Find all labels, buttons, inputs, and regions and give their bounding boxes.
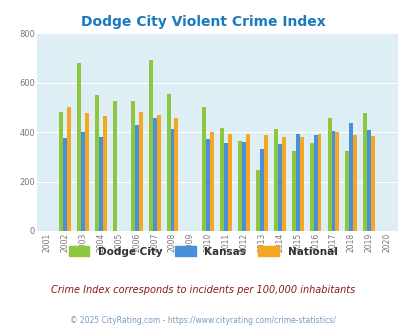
- Bar: [263, 135, 267, 231]
- Bar: [362, 114, 367, 231]
- Bar: [259, 149, 263, 231]
- Bar: [102, 116, 107, 231]
- Bar: [335, 132, 339, 231]
- Bar: [210, 132, 214, 231]
- Bar: [309, 143, 313, 231]
- Bar: [277, 145, 281, 231]
- Bar: [206, 139, 210, 231]
- Bar: [313, 135, 317, 231]
- Bar: [295, 134, 299, 231]
- Bar: [370, 136, 374, 231]
- Bar: [134, 125, 139, 231]
- Bar: [256, 170, 259, 231]
- Bar: [327, 118, 331, 231]
- Text: Crime Index corresponds to incidents per 100,000 inhabitants: Crime Index corresponds to incidents per…: [51, 285, 354, 295]
- Bar: [67, 107, 71, 231]
- Bar: [95, 95, 99, 231]
- Bar: [59, 112, 63, 231]
- Bar: [148, 60, 152, 231]
- Bar: [130, 101, 134, 231]
- Bar: [345, 150, 349, 231]
- Bar: [245, 135, 249, 231]
- Bar: [139, 112, 142, 231]
- Bar: [241, 143, 245, 231]
- Bar: [77, 63, 81, 231]
- Bar: [238, 141, 241, 231]
- Bar: [99, 138, 102, 231]
- Bar: [85, 114, 89, 231]
- Bar: [166, 94, 170, 231]
- Bar: [63, 138, 67, 231]
- Bar: [299, 137, 303, 231]
- Bar: [220, 128, 224, 231]
- Bar: [224, 144, 228, 231]
- Bar: [202, 107, 206, 231]
- Text: © 2025 CityRating.com - https://www.cityrating.com/crime-statistics/: © 2025 CityRating.com - https://www.city…: [70, 315, 335, 325]
- Bar: [291, 150, 295, 231]
- Bar: [273, 129, 277, 231]
- Bar: [367, 130, 370, 231]
- Bar: [170, 129, 174, 231]
- Bar: [174, 118, 178, 231]
- Bar: [81, 132, 85, 231]
- Bar: [152, 118, 156, 231]
- Legend: Dodge City, Kansas, National: Dodge City, Kansas, National: [68, 246, 337, 257]
- Bar: [156, 115, 160, 231]
- Bar: [228, 135, 232, 231]
- Bar: [281, 138, 285, 231]
- Bar: [113, 101, 117, 231]
- Bar: [349, 123, 352, 231]
- Text: Dodge City Violent Crime Index: Dodge City Violent Crime Index: [81, 15, 324, 29]
- Bar: [317, 135, 321, 231]
- Bar: [352, 136, 356, 231]
- Bar: [331, 131, 335, 231]
